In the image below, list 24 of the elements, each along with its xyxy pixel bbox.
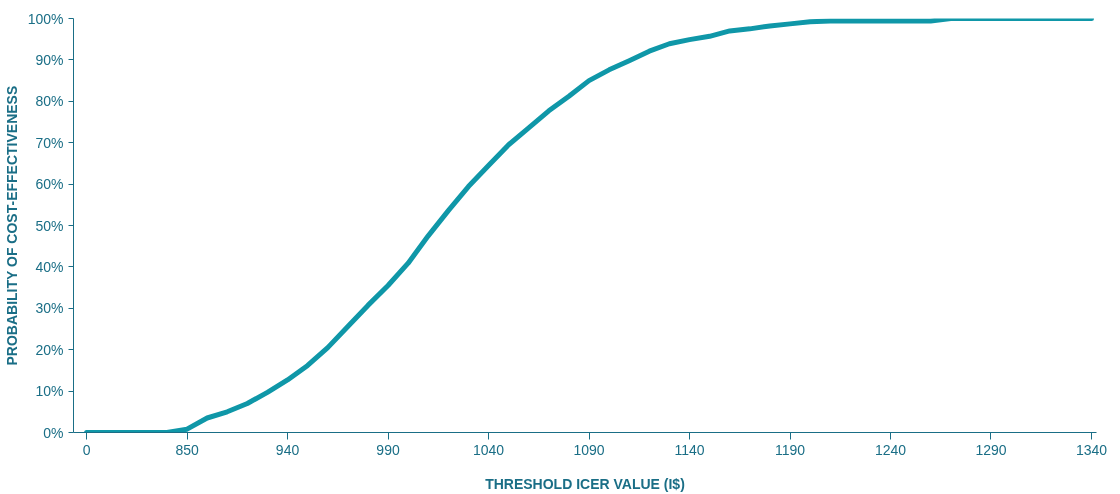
x-tick-label: 1340 [1075, 441, 1108, 458]
y-tick-label: 50% [35, 217, 64, 234]
y-tick-label: 70% [35, 134, 64, 151]
y-tick-label: 20% [35, 341, 64, 358]
x-tick-label: 1090 [573, 441, 605, 458]
x-tick-label: 1290 [975, 441, 1007, 458]
y-tick-label: 80% [35, 93, 64, 110]
x-tick-label: 1140 [674, 441, 705, 458]
x-tick-label: 940 [275, 441, 300, 458]
y-tick-label: 0% [43, 424, 64, 441]
x-axis-title: THRESHOLD ICER VALUE (I$) [485, 475, 685, 492]
x-tick-label: 1040 [472, 441, 505, 458]
x-tick-label: 1190 [774, 441, 806, 458]
y-tick-label: 90% [35, 51, 64, 68]
x-tick-label: 850 [175, 441, 199, 458]
y-tick-label: 10% [35, 383, 64, 400]
y-tick-label: 30% [35, 300, 64, 317]
y-tick-label: 40% [35, 258, 64, 275]
x-tick-label: 0 [82, 441, 91, 458]
y-tick-label: 100% [27, 10, 64, 27]
x-tick-label: 990 [376, 441, 400, 458]
y-tick-label: 60% [35, 176, 64, 193]
x-tick-label: 1240 [874, 441, 907, 458]
y-axis-title: PROBABILITY OF COST-EFFECTIVENESS [3, 85, 20, 366]
